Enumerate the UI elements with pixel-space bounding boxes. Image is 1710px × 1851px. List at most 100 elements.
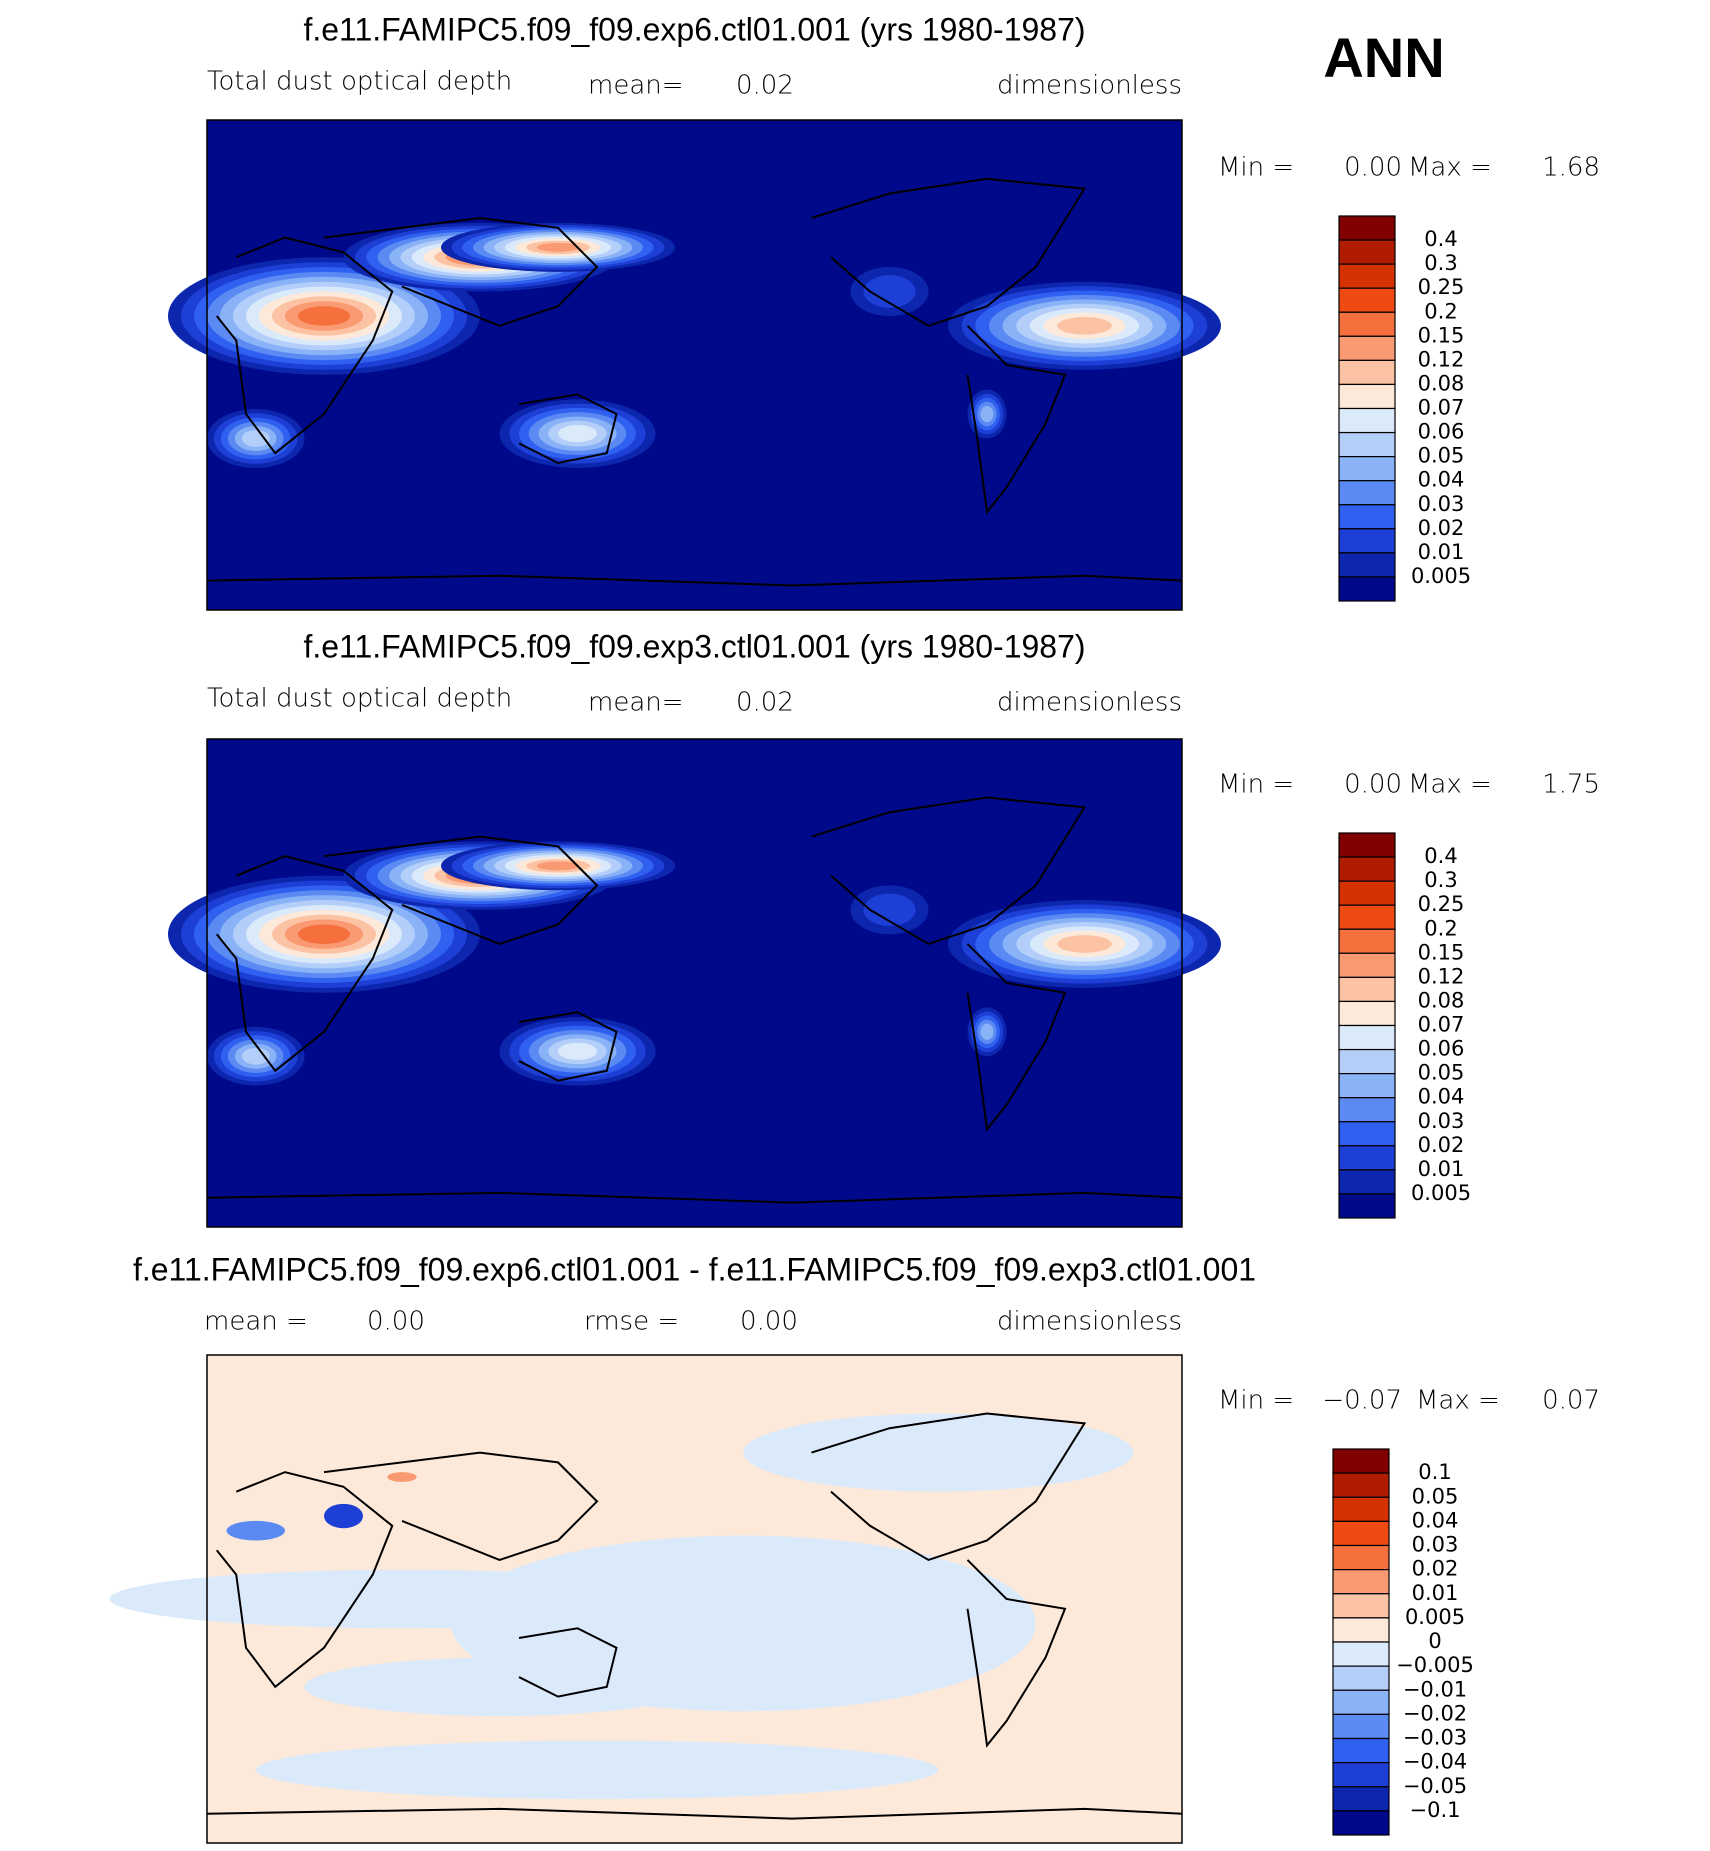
colorbar-box	[1338, 311, 1396, 337]
coastline	[811, 1412, 1087, 1562]
colorbar-box	[1332, 1617, 1390, 1643]
colorbar-label: 0.01	[1418, 540, 1465, 564]
map	[109, 1354, 1183, 1844]
colorbar-label: 0.05	[1412, 1484, 1459, 1508]
min-value: 0.00	[1344, 153, 1402, 183]
colorbar-label: −0.005	[1396, 1653, 1474, 1677]
colorbar-box	[1338, 1193, 1396, 1219]
mean-label: mean=	[588, 71, 684, 101]
colorbar-box	[1338, 383, 1396, 410]
colorbar-label: −0.1	[1410, 1798, 1461, 1822]
map-frame	[206, 1354, 1183, 1844]
colorbar-box	[1332, 1448, 1390, 1474]
colorbar-label: 0.25	[1418, 892, 1465, 916]
max-label: Max =	[1408, 153, 1492, 183]
colorbar-label: 0.3	[1424, 251, 1457, 275]
colorbar-box	[1332, 1786, 1390, 1812]
coastline	[206, 1807, 1183, 1820]
colorbar-label: 0.3	[1424, 868, 1457, 892]
colorbar-label: −0.01	[1403, 1677, 1467, 1701]
coastline	[811, 796, 1087, 946]
colorbar-label: 0.01	[1412, 1581, 1459, 1605]
dust-contour	[241, 430, 270, 447]
coastline	[518, 393, 618, 465]
colorbar-label: 0.03	[1418, 492, 1465, 516]
colorbar-box	[1338, 928, 1396, 954]
colorbar-label: 0.05	[1418, 1061, 1465, 1085]
difference-contour	[304, 1657, 695, 1717]
colorbar-label: 0.4	[1424, 227, 1457, 251]
colorbar-box	[1338, 904, 1396, 930]
colorbar-box	[1338, 1121, 1396, 1147]
difference-contour	[255, 1740, 939, 1800]
colorbar-box	[1338, 287, 1396, 313]
max-label: Max =	[1408, 770, 1492, 800]
colorbar-label: 0.005	[1405, 1605, 1465, 1629]
colorbar-label: 0.2	[1424, 299, 1457, 323]
coastline	[206, 1191, 1183, 1204]
dust-contour	[1057, 935, 1112, 953]
coastline	[323, 1451, 599, 1562]
colorbar-box	[1338, 576, 1396, 602]
map	[168, 119, 1221, 611]
colorbar-label: 0.08	[1418, 988, 1465, 1012]
rmse-label: rmse =	[584, 1307, 679, 1337]
panel-title: f.e11.FAMIPC5.f09_f09.exp6.ctl01.001 - f…	[133, 1251, 1256, 1287]
colorbar-box	[1338, 1000, 1396, 1027]
panel-title: f.e11.FAMIPC5.f09_f09.exp3.ctl01.001 (yr…	[303, 628, 1085, 664]
colorbar-box	[1338, 1073, 1396, 1099]
dust-contour	[980, 405, 994, 423]
season-label: ANN	[1323, 26, 1444, 89]
colorbar-label: 0.03	[1412, 1533, 1459, 1557]
colorbar-box	[1338, 239, 1396, 265]
variable-name: Total dust optical depth	[207, 67, 512, 97]
colorbar-box	[1332, 1593, 1390, 1619]
colorbar-box	[1338, 1169, 1396, 1195]
colorbar-label: 0.04	[1412, 1508, 1459, 1532]
colorbar-box	[1338, 263, 1396, 289]
colorbar-box	[1338, 504, 1396, 530]
variable-name: Total dust optical depth	[207, 684, 512, 714]
mean-value: 0.00	[367, 1307, 425, 1337]
difference-contour	[387, 1472, 417, 1482]
colorbar-box	[1332, 1665, 1390, 1691]
colorbar-box	[1338, 880, 1396, 906]
max-value: 1.75	[1542, 770, 1600, 800]
colorbar-label: 0.08	[1418, 371, 1465, 395]
min-value: 0.00	[1344, 770, 1402, 800]
colorbar-box	[1332, 1737, 1390, 1764]
colorbar-box	[1332, 1641, 1390, 1667]
colorbar-box	[1338, 856, 1396, 882]
colorbar-label: 0.06	[1418, 420, 1465, 444]
max-label: Max =	[1416, 1386, 1500, 1416]
dust-contour	[863, 893, 916, 927]
colorbar-label: 0.02	[1412, 1557, 1459, 1581]
colorbar-box	[1332, 1762, 1390, 1788]
coastline	[215, 855, 394, 1073]
colorbar-box	[1332, 1689, 1390, 1715]
colorbar-box	[1332, 1520, 1390, 1547]
dust-contour	[536, 242, 580, 252]
dust-contour	[1057, 316, 1112, 335]
mean-value: 0.02	[736, 688, 794, 718]
colorbar-box	[1338, 952, 1396, 978]
colorbar-label: 0.12	[1418, 964, 1465, 988]
colorbar-box	[1338, 480, 1396, 506]
colorbar-label: 0.04	[1418, 468, 1465, 492]
colorbar-label: −0.04	[1403, 1750, 1467, 1774]
colorbar-label: 0.02	[1418, 516, 1465, 540]
coastline	[966, 943, 1067, 1132]
colorbar-label: 0.12	[1418, 347, 1465, 371]
colorbar-label: 0.05	[1418, 444, 1465, 468]
colorbar-label: 0.04	[1418, 1085, 1465, 1109]
dust-contour	[980, 1023, 994, 1040]
colorbar-label: 0.15	[1418, 940, 1465, 964]
coastline	[215, 236, 394, 455]
dust-contour	[241, 1047, 270, 1065]
coastline	[323, 216, 599, 327]
difference-contour	[743, 1413, 1134, 1492]
dust-contour	[536, 861, 580, 871]
colorbar-label: 0.03	[1418, 1109, 1465, 1133]
colorbar-label: 0.2	[1424, 916, 1457, 940]
